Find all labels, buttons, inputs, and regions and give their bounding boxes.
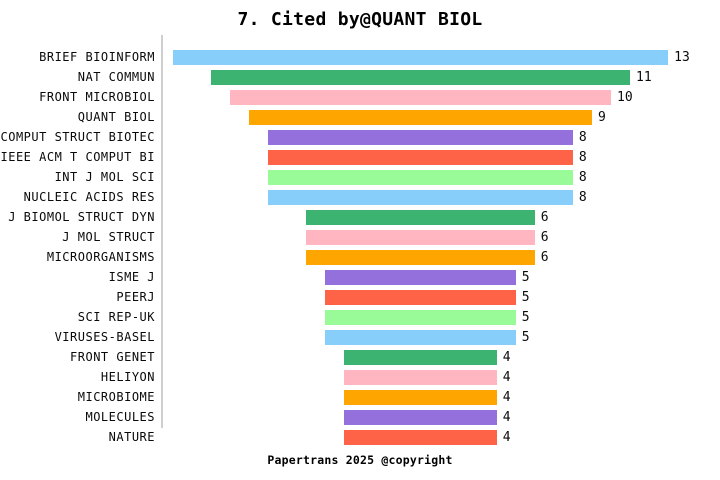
bar (230, 90, 611, 105)
y-axis-line (161, 35, 163, 428)
value-label: 5 (521, 330, 530, 345)
value-label: 11 (636, 70, 652, 85)
category-label: MOLECULES (85, 410, 155, 424)
category-label: QUANT BIOL (77, 110, 155, 124)
bar (306, 230, 535, 245)
bar (344, 390, 497, 405)
bar (306, 250, 535, 265)
value-label: 6 (540, 250, 549, 265)
value-label: 5 (521, 290, 530, 305)
category-label: NATURE (108, 430, 155, 444)
category-label: SCI REP-UK (77, 310, 155, 324)
value-label: 4 (502, 430, 511, 445)
category-label: NAT COMMUN (77, 70, 155, 84)
value-label: 9 (597, 110, 606, 125)
bar (249, 110, 592, 125)
category-label: VIRUSES-BASEL (54, 330, 155, 344)
bar (325, 310, 516, 325)
bar (210, 70, 631, 85)
category-label: BRIEF BIOINFORM (39, 50, 155, 64)
copyright-text: Papertrans 2025 @copyright (267, 453, 453, 467)
value-label: 5 (521, 310, 530, 325)
value-label: 10 (617, 90, 633, 105)
value-label: 8 (578, 170, 587, 185)
category-label: MICROORGANISMS (46, 250, 155, 264)
value-label: 8 (578, 190, 587, 205)
value-label: 4 (502, 350, 511, 365)
value-label: 13 (674, 50, 690, 65)
bar (344, 350, 497, 365)
category-label: MICROBIOME (77, 390, 155, 404)
value-label: 8 (578, 150, 587, 165)
category-label: NUCLEIC ACIDS RES (23, 190, 155, 204)
bar (344, 370, 497, 385)
chart-title: 7. Cited by@QUANT BIOL (237, 9, 483, 30)
bar (268, 130, 573, 145)
category-label: INT J MOL SCI (54, 170, 155, 184)
bar (344, 430, 497, 445)
bar (172, 50, 669, 65)
bar (325, 290, 516, 305)
value-label: 5 (521, 270, 530, 285)
value-label: 4 (502, 390, 511, 405)
value-label: 8 (578, 130, 587, 145)
bar (268, 150, 573, 165)
category-label: ISME J (108, 270, 155, 284)
value-label: 4 (502, 370, 511, 385)
value-label: 6 (540, 230, 549, 245)
bar (268, 190, 573, 205)
category-label: J MOL STRUCT (62, 230, 155, 244)
category-label: J BIOMOL STRUCT DYN (8, 210, 155, 224)
category-label: HELIYON (100, 370, 155, 384)
category-label: FRONT GENET (70, 350, 155, 364)
value-label: 4 (502, 410, 511, 425)
category-label: FRONT MICROBIOL (39, 90, 155, 104)
bar (268, 170, 573, 185)
category-label: COMPUT STRUCT BIOTEC (0, 130, 155, 144)
bar (344, 410, 497, 425)
bar (325, 330, 516, 345)
bar (306, 210, 535, 225)
category-label: PEERJ (116, 290, 155, 304)
value-label: 6 (540, 210, 549, 225)
category-label: IEEE ACM T COMPUT BI (0, 150, 155, 164)
bar (325, 270, 516, 285)
